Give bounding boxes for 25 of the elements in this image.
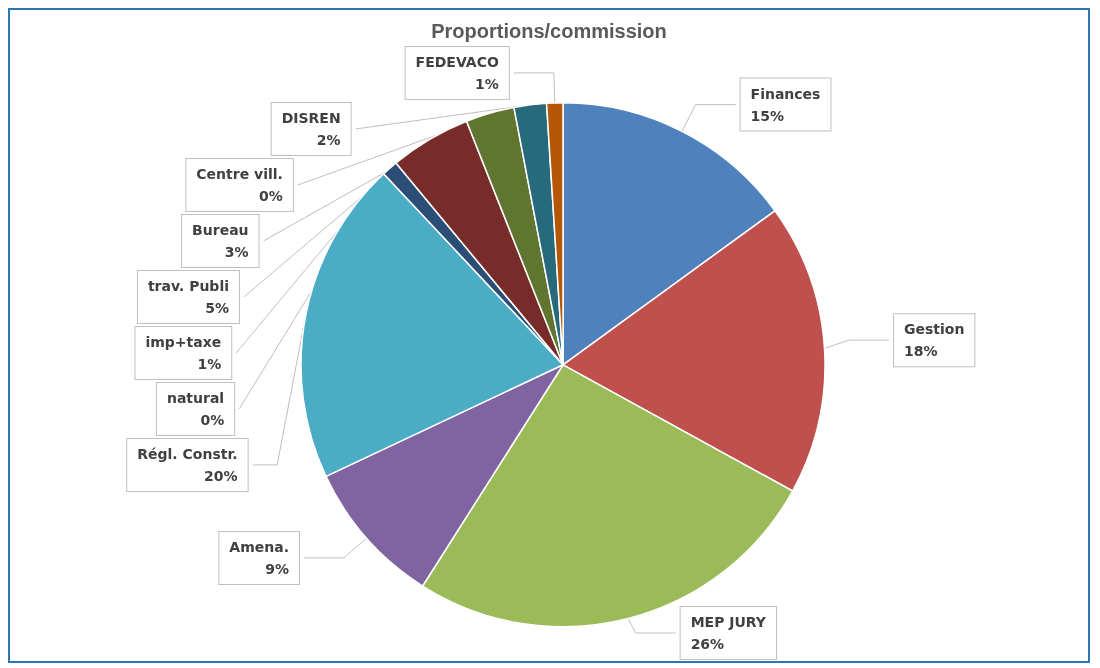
data-label: 2%: [316, 131, 341, 148]
data-label: 18%: [903, 343, 938, 360]
data-label: 3%: [224, 243, 249, 260]
slice-label: DISREN: [281, 109, 341, 126]
slice-label: Bureau: [192, 221, 249, 238]
slice-label: MEP JURY: [690, 614, 767, 630]
slice-label: trav. Publi: [147, 277, 229, 294]
slice-label: Amena.: [229, 538, 289, 555]
slice-label: imp+taxe: [145, 333, 222, 350]
text: 0%: [200, 411, 225, 428]
slice-label: Gestion: [903, 321, 965, 338]
data-label: 20%: [204, 467, 238, 484]
slice-label: FEDEVACO: [415, 53, 499, 70]
slice-label: Finances: [750, 85, 821, 102]
data-label: 5%: [205, 299, 229, 316]
data-label: 26%: [690, 636, 725, 652]
data-label: 1%: [197, 355, 222, 372]
slice-label: Régl. Constr.: [137, 445, 238, 462]
category-label: natural: [166, 389, 225, 406]
data-label: 1%: [475, 75, 499, 92]
text: 0%: [259, 187, 283, 204]
chart-title: Proportions/commission: [431, 20, 667, 42]
category-label: Centre vill.: [196, 165, 283, 182]
data-label: 9%: [265, 560, 289, 577]
data-label: 15%: [750, 107, 785, 124]
